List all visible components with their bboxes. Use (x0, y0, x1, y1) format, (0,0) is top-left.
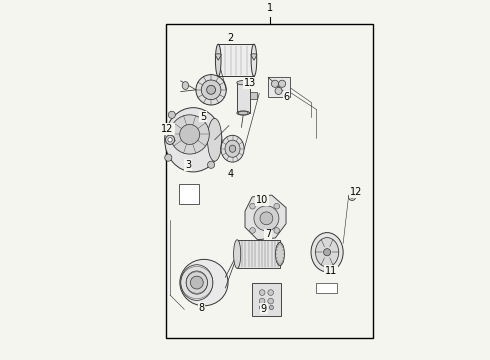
Text: 13: 13 (244, 78, 256, 89)
Circle shape (208, 161, 215, 168)
Circle shape (323, 249, 331, 256)
Ellipse shape (251, 44, 257, 76)
Circle shape (268, 290, 273, 296)
Bar (237, 240, 280, 268)
Text: 9: 9 (261, 303, 267, 314)
Text: 8: 8 (198, 303, 204, 313)
Bar (179, 184, 198, 204)
Text: 2: 2 (227, 33, 234, 43)
Text: 12: 12 (349, 187, 362, 197)
Circle shape (275, 87, 282, 94)
Text: 3: 3 (185, 160, 191, 170)
Wedge shape (215, 54, 221, 60)
Circle shape (166, 135, 175, 144)
Bar (316, 283, 337, 293)
Circle shape (168, 111, 175, 118)
Polygon shape (268, 77, 290, 97)
Text: 6: 6 (283, 92, 290, 102)
Ellipse shape (316, 238, 339, 267)
Circle shape (278, 80, 286, 87)
Circle shape (274, 203, 280, 209)
Ellipse shape (186, 271, 208, 294)
Bar (237, 83, 249, 113)
Ellipse shape (225, 140, 240, 157)
Circle shape (254, 206, 279, 231)
Ellipse shape (216, 44, 221, 76)
Ellipse shape (221, 135, 244, 162)
Ellipse shape (311, 233, 343, 272)
Ellipse shape (237, 111, 249, 115)
Circle shape (170, 115, 209, 154)
Ellipse shape (201, 80, 221, 100)
Text: 5: 5 (200, 112, 206, 122)
Bar (249, 92, 257, 99)
Circle shape (351, 195, 353, 198)
Circle shape (259, 290, 265, 296)
Circle shape (165, 154, 172, 161)
Circle shape (168, 138, 172, 142)
Ellipse shape (196, 75, 226, 105)
Text: 11: 11 (325, 266, 338, 276)
Ellipse shape (238, 111, 248, 115)
Text: 10: 10 (256, 195, 268, 206)
Circle shape (274, 228, 280, 233)
Text: 4: 4 (228, 169, 234, 179)
Ellipse shape (165, 108, 222, 172)
Circle shape (260, 212, 273, 225)
Bar (167, 24, 373, 338)
Circle shape (259, 305, 264, 310)
Ellipse shape (237, 81, 249, 85)
Circle shape (250, 228, 255, 233)
Ellipse shape (180, 259, 228, 306)
Ellipse shape (275, 242, 284, 266)
Polygon shape (245, 195, 286, 240)
Circle shape (180, 125, 199, 144)
Circle shape (268, 298, 273, 304)
Ellipse shape (207, 85, 216, 94)
Ellipse shape (234, 240, 241, 268)
Text: 7: 7 (265, 229, 271, 239)
Text: 12: 12 (161, 124, 174, 134)
Bar (252, 283, 281, 316)
Text: 1: 1 (267, 3, 273, 13)
Circle shape (271, 80, 278, 87)
Circle shape (191, 276, 203, 289)
Ellipse shape (208, 118, 222, 161)
Ellipse shape (229, 145, 236, 152)
Ellipse shape (182, 82, 189, 90)
Polygon shape (218, 44, 254, 76)
Wedge shape (251, 54, 257, 60)
Ellipse shape (181, 265, 213, 300)
Circle shape (270, 305, 273, 310)
Circle shape (348, 193, 356, 201)
Circle shape (250, 203, 255, 209)
Circle shape (259, 298, 265, 304)
